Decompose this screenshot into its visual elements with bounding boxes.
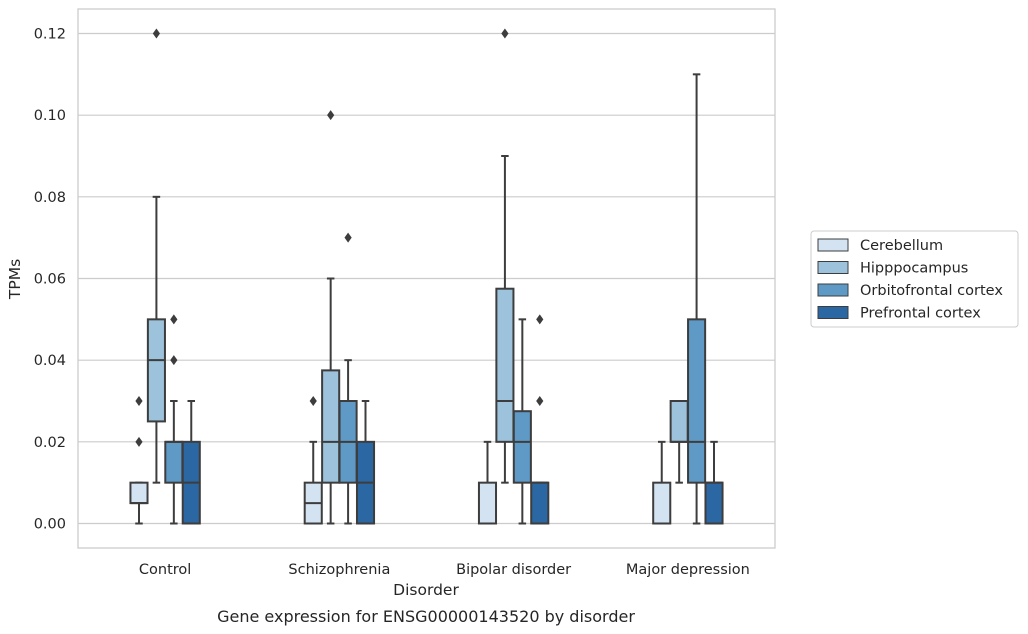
box-iqr [146,318,166,423]
legend-swatch [817,283,849,297]
outlier-point [327,110,335,121]
outlier-point [170,314,178,325]
x-tick-label: Schizophrenia [288,562,390,578]
legend-swatch [817,306,849,319]
x-axis-title: Disorder [393,581,459,599]
box-iqr [530,481,550,525]
y-tick-label: 0.10 [34,108,66,124]
legend-label: Prefrontal cortex [860,306,981,322]
legend: Cerebellum Hipppocampus Orbitofrontal cort… [810,230,1019,328]
legend-label: Cerebellum [860,238,943,254]
box-prefrontal-cortex [704,440,724,525]
y-tick-label: 0.02 [34,435,66,451]
outlier-point [309,396,317,406]
plot-area-frame [77,8,776,549]
box-cerebellum [303,396,323,525]
y-tick-label: 0.04 [34,353,66,369]
outlier-point [135,436,143,447]
box-prefrontal-cortex [355,400,376,525]
box-iqr [477,481,498,525]
legend-frame [810,230,1019,328]
box-prefrontal-cortex [181,400,201,525]
box-iqr [512,410,532,484]
x-tick-label: Control [139,562,191,578]
y-tick-label: 0.08 [34,190,66,206]
outlier-point [536,314,544,325]
chart-caption: Gene expression for ENSG00000143520 by d… [217,607,635,626]
y-tick-label: 0.12 [34,27,66,43]
outlier-point [501,28,509,39]
box-iqr [164,440,184,484]
outlier-point [344,232,352,243]
axis-tick-labels: 0.00 0.02 0.04 0.06 0.08 0.10 0.12 Control Schiz… [34,27,750,579]
legend-label: Orbitofrontal cortex [860,283,1003,299]
box-orbitofrontal-cortex [512,318,532,525]
box-hipppocampus [146,28,166,484]
box-hipppocampus [495,28,515,484]
outlier-point [152,28,161,39]
box-orbitofrontal-cortex [164,314,184,525]
box-cerebellum [477,440,498,525]
box-iqr [652,481,672,525]
outlier-point [536,396,544,406]
box-cerebellum [129,396,149,525]
outlier-point [170,355,178,366]
box-prefrontal-cortex [530,314,550,525]
box-hipppocampus [321,110,341,525]
box-orbitofrontal-cortex [338,232,358,525]
box-iqr [687,318,707,484]
y-axis-title: TPMs [6,259,24,300]
box-iqr [669,400,689,443]
legend-swatch [817,238,849,252]
box-iqr [704,481,724,525]
box-series-layer [129,28,724,525]
y-tick-label: 0.06 [34,272,66,288]
box-orbitofrontal-cortex [687,73,707,525]
x-tick-label: Bipolar disorder [456,562,571,578]
legend-label: Hipppocampus [860,261,968,277]
box-iqr [129,481,149,505]
y-tick-label: 0.00 [34,517,66,533]
x-tick-label: Major depression [626,562,750,578]
legend-swatch [817,261,849,274]
box-iqr [495,287,515,443]
outlier-point [135,396,143,406]
box-hipppocampus [669,400,689,484]
box-cerebellum [652,440,672,525]
box-iqr [321,369,341,484]
